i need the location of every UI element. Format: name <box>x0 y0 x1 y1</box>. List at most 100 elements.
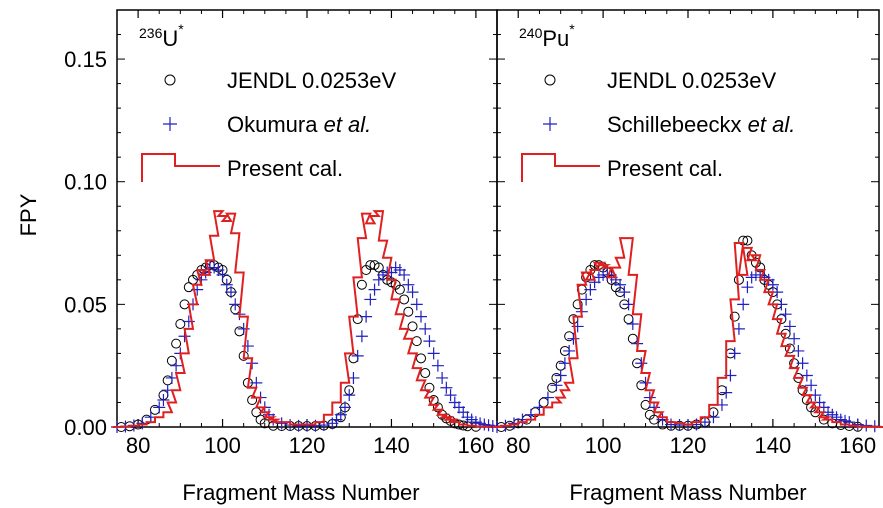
legend-plus-marker <box>543 117 557 131</box>
jendl-point <box>636 380 647 391</box>
jendl-point <box>166 355 177 366</box>
jendl-point <box>424 382 435 393</box>
legend-label-text: JENDL 0.0253eV <box>607 68 777 93</box>
x-axis-label-right: Fragment Mass Number <box>569 480 806 505</box>
experiment-point <box>275 417 288 430</box>
experiment-point <box>563 344 576 357</box>
jendl-point <box>416 353 426 364</box>
nucleus-mass: 236 <box>139 25 163 41</box>
experiment-point <box>851 418 864 431</box>
legend-label: Schillebeeckx et al. <box>607 112 795 137</box>
x-tick-label: 80 <box>126 433 150 458</box>
jendl-point <box>729 311 740 322</box>
experiment-point <box>567 332 580 345</box>
jendl-point <box>742 235 753 246</box>
legend-label: JENDL 0.0253eV <box>227 68 397 93</box>
nucleus-symbol: Pu <box>542 26 569 51</box>
jendl-point <box>356 279 367 290</box>
legend-circle-marker <box>164 74 176 86</box>
jendl-point <box>399 294 410 305</box>
experiment-point <box>398 268 411 281</box>
experiment-point <box>635 357 648 370</box>
jendl-point <box>407 321 418 332</box>
experiment-point <box>783 320 796 333</box>
jendl-point <box>538 397 549 408</box>
experiment-point <box>541 391 554 404</box>
jendl-point <box>162 375 173 386</box>
legend-label-italic: et al. <box>748 112 796 137</box>
experiment-point <box>364 293 377 306</box>
jendl-point <box>572 299 583 310</box>
y-tick-label: 0.15 <box>64 47 107 72</box>
experiment-point <box>618 286 631 299</box>
legend-label: Present cal. <box>227 156 343 181</box>
panel-pu240: 80 100 120 140 160 240Pu* JENDL 0.0253eV Schill… <box>491 9 883 458</box>
jendl-point <box>234 326 245 337</box>
experiment-point <box>614 278 627 291</box>
nucleus-mark: * <box>569 21 575 37</box>
experiment-point <box>406 286 419 299</box>
experiment-point <box>558 357 571 370</box>
legend-label-text: Present cal. <box>607 156 723 181</box>
legend-label: Okumura et al. <box>227 112 371 137</box>
x-tick-label: 100 <box>204 433 241 458</box>
legend-label-text: Okumura <box>227 112 324 137</box>
experiment-point <box>805 379 818 392</box>
jendl-point <box>547 382 558 393</box>
experiment-point <box>220 278 233 291</box>
experiment-point <box>431 359 444 372</box>
experiment-point <box>355 330 368 343</box>
experiment-point <box>800 369 813 382</box>
experiment-point <box>737 298 750 311</box>
experiment-point <box>580 293 593 306</box>
experiment-point <box>554 369 567 382</box>
experiment-point <box>402 278 415 291</box>
jendl-point <box>564 331 575 342</box>
x-tick-label: 140 <box>755 433 792 458</box>
experiment-point <box>622 298 635 311</box>
experiment-point <box>741 281 754 294</box>
experiment-point <box>339 401 351 414</box>
jendl-point <box>784 343 795 354</box>
experiment-point <box>440 381 453 394</box>
experiment-point <box>728 347 741 360</box>
nucleus-mass: 240 <box>519 25 543 41</box>
legend-label-italic: et al. <box>324 112 372 137</box>
experiment-point <box>229 298 242 311</box>
present-cal-step-line <box>492 237 883 428</box>
experiment-point <box>157 394 170 407</box>
experiment-point <box>626 317 639 330</box>
experiment-point <box>550 379 563 392</box>
x-tick-label: 160 <box>458 433 495 458</box>
experiment-point <box>368 283 381 296</box>
jendl-point <box>432 402 443 413</box>
experiment-point <box>334 408 347 421</box>
experiment-point <box>153 401 166 414</box>
legend-label-text: JENDL 0.0253eV <box>227 68 397 93</box>
x-tick-label: 100 <box>585 433 622 458</box>
jendl-point <box>348 353 359 364</box>
jendl-point <box>555 360 566 371</box>
nucleus-label: 236U* <box>139 21 184 51</box>
jendl-point <box>175 318 186 329</box>
legend-step-marker <box>141 153 220 182</box>
jendl-point <box>420 368 431 379</box>
jendl-point <box>150 404 160 415</box>
jendl-point <box>171 338 182 349</box>
legend-label: Present cal. <box>607 156 723 181</box>
experiment-point <box>792 344 805 357</box>
jendl-point <box>373 262 384 273</box>
experiment-point <box>343 389 356 402</box>
experiment-point <box>788 332 801 345</box>
experiment-point <box>427 347 440 360</box>
experiment-point <box>720 386 733 399</box>
x-tick-label: 80 <box>506 433 530 458</box>
jendl-point <box>403 306 414 317</box>
legend-label-text: Schillebeeckx <box>607 112 748 137</box>
legend-label-text: Present cal. <box>227 156 343 181</box>
experiment-point <box>766 278 779 291</box>
jendl-point <box>640 399 651 410</box>
experiment-point <box>216 268 229 281</box>
x-tick-label: 120 <box>289 433 326 458</box>
